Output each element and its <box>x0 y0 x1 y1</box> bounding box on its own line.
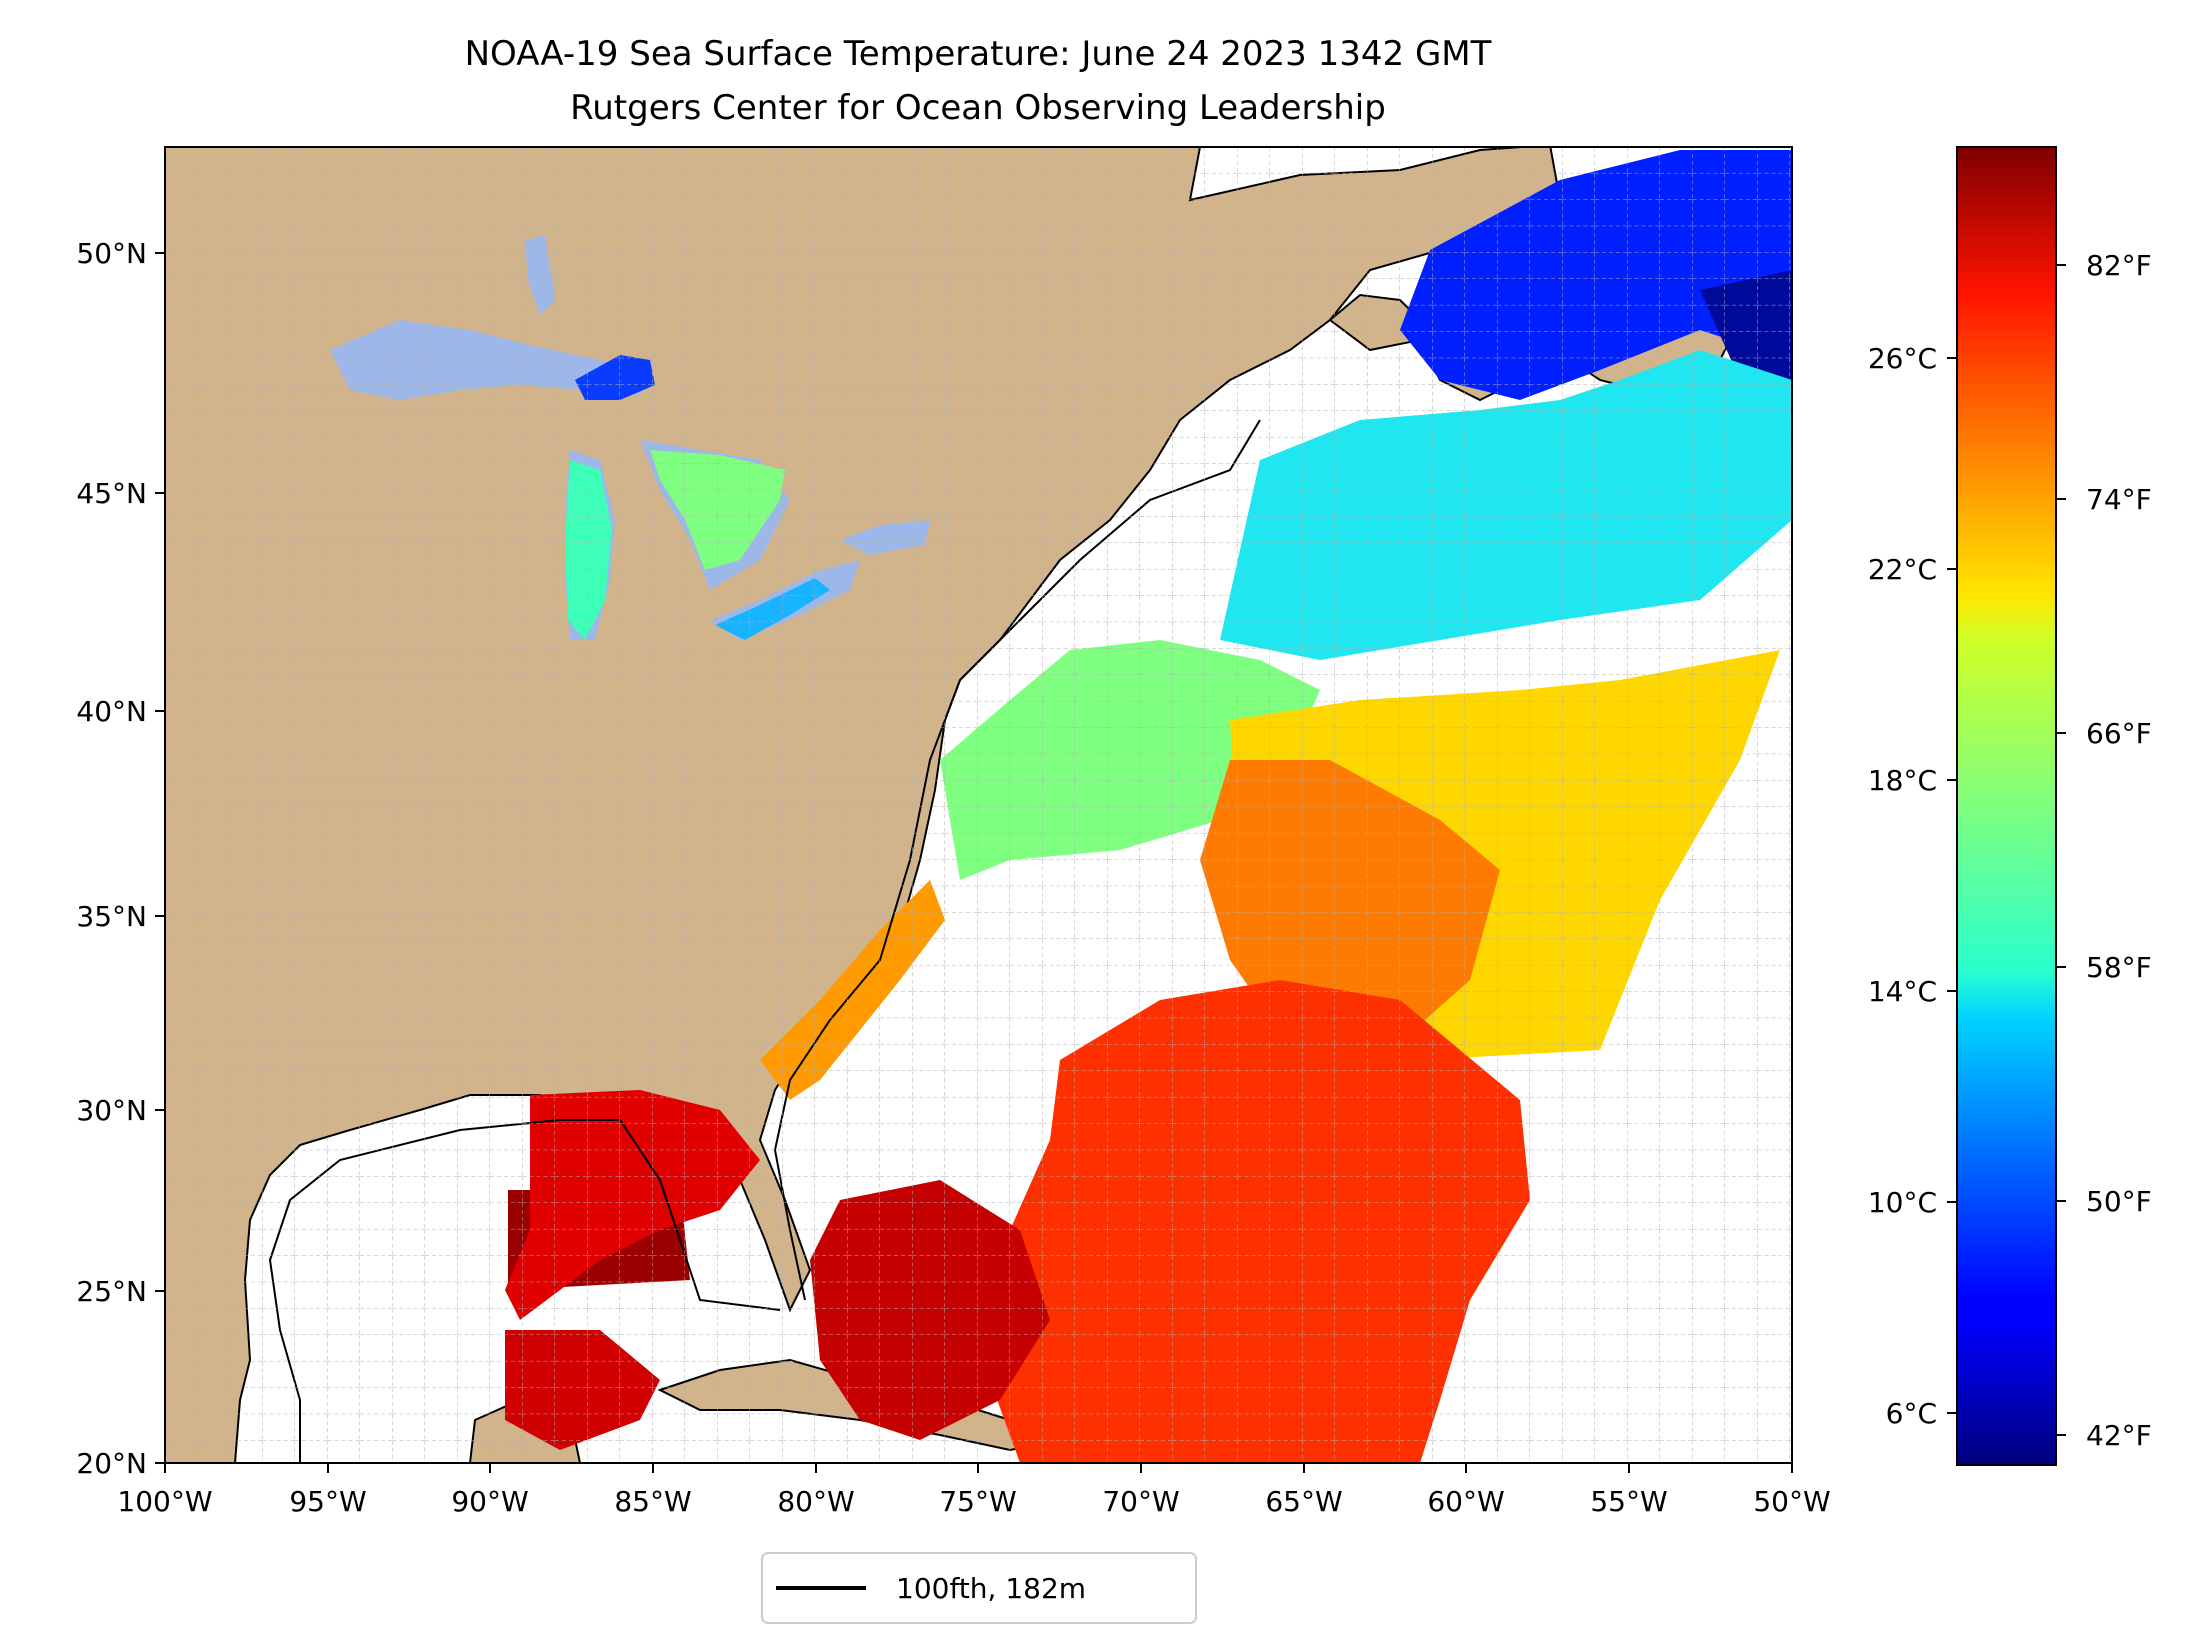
celsius-tick-label: 26°C <box>1868 342 1937 375</box>
lon-tick-label: 85°W <box>614 1485 691 1518</box>
celsius-tick-label: 10°C <box>1868 1186 1937 1219</box>
colorbar-celsius-tick-marks <box>1947 357 1957 1414</box>
lon-tick-label: 60°W <box>1427 1485 1504 1518</box>
legend-isobath-label: 100fth, 182m <box>896 1572 1086 1605</box>
lat-tick-label: 25°N <box>76 1275 147 1308</box>
lon-tick-label: 65°W <box>1265 1485 1342 1518</box>
celsius-tick-label: 22°C <box>1868 553 1937 586</box>
lat-tick-label: 50°N <box>76 237 147 270</box>
map-gridlines <box>165 147 1792 1463</box>
lon-tick-label: 75°W <box>939 1485 1016 1518</box>
fahrenheit-tick-label: 82°F <box>2086 249 2152 282</box>
lon-tick-marks <box>164 1463 1793 1473</box>
lon-tick-label: 95°W <box>289 1485 366 1518</box>
lat-tick-labels: 20°N 25°N 30°N 35°N 40°N 45°N 50°N <box>76 237 147 1480</box>
fahrenheit-tick-label: 66°F <box>2086 717 2152 750</box>
celsius-tick-label: 18°C <box>1868 764 1937 797</box>
lon-tick-labels: 100°W 95°W 90°W 85°W 80°W 75°W 70°W 65°W… <box>117 1485 1830 1518</box>
lat-tick-marks <box>155 252 165 1464</box>
lat-tick-label: 20°N <box>76 1447 147 1480</box>
colorbar: 6°C 10°C 14°C 18°C 22°C 26°C 42°F 50°F 5… <box>1868 146 2152 1466</box>
colorbar-gradient <box>1956 146 2057 1466</box>
celsius-tick-label: 6°C <box>1886 1397 1937 1430</box>
lon-tick-label: 90°W <box>451 1485 528 1518</box>
lat-tick-label: 45°N <box>76 477 147 510</box>
lon-tick-label: 50°W <box>1753 1485 1830 1518</box>
legend: 100fth, 182m <box>761 1552 1197 1624</box>
title-line-1: NOAA-19 Sea Surface Temperature: June 24… <box>465 34 1492 74</box>
colorbar-fahrenheit-labels: 42°F 50°F 58°F 66°F 74°F 82°F <box>2086 249 2152 1452</box>
fahrenheit-tick-label: 58°F <box>2086 951 2152 984</box>
lon-tick-label: 100°W <box>117 1485 212 1518</box>
colorbar-celsius-labels: 6°C 10°C 14°C 18°C 22°C 26°C <box>1868 342 1937 1430</box>
fahrenheit-tick-label: 42°F <box>2086 1419 2152 1452</box>
fahrenheit-tick-label: 74°F <box>2086 483 2152 516</box>
map-panel <box>165 147 1792 1463</box>
fahrenheit-tick-label: 50°F <box>2086 1185 2152 1218</box>
celsius-tick-label: 14°C <box>1868 975 1937 1008</box>
lon-tick-label: 80°W <box>777 1485 854 1518</box>
lon-tick-label: 55°W <box>1590 1485 1667 1518</box>
lat-tick-label: 35°N <box>76 900 147 933</box>
colorbar-fahrenheit-tick-marks <box>2056 264 2066 1436</box>
lat-tick-label: 40°N <box>76 695 147 728</box>
lon-tick-label: 70°W <box>1102 1485 1179 1518</box>
legend-box <box>761 1552 1197 1624</box>
lat-tick-label: 30°N <box>76 1094 147 1127</box>
title-line-2: Rutgers Center for Ocean Observing Leade… <box>570 88 1386 128</box>
